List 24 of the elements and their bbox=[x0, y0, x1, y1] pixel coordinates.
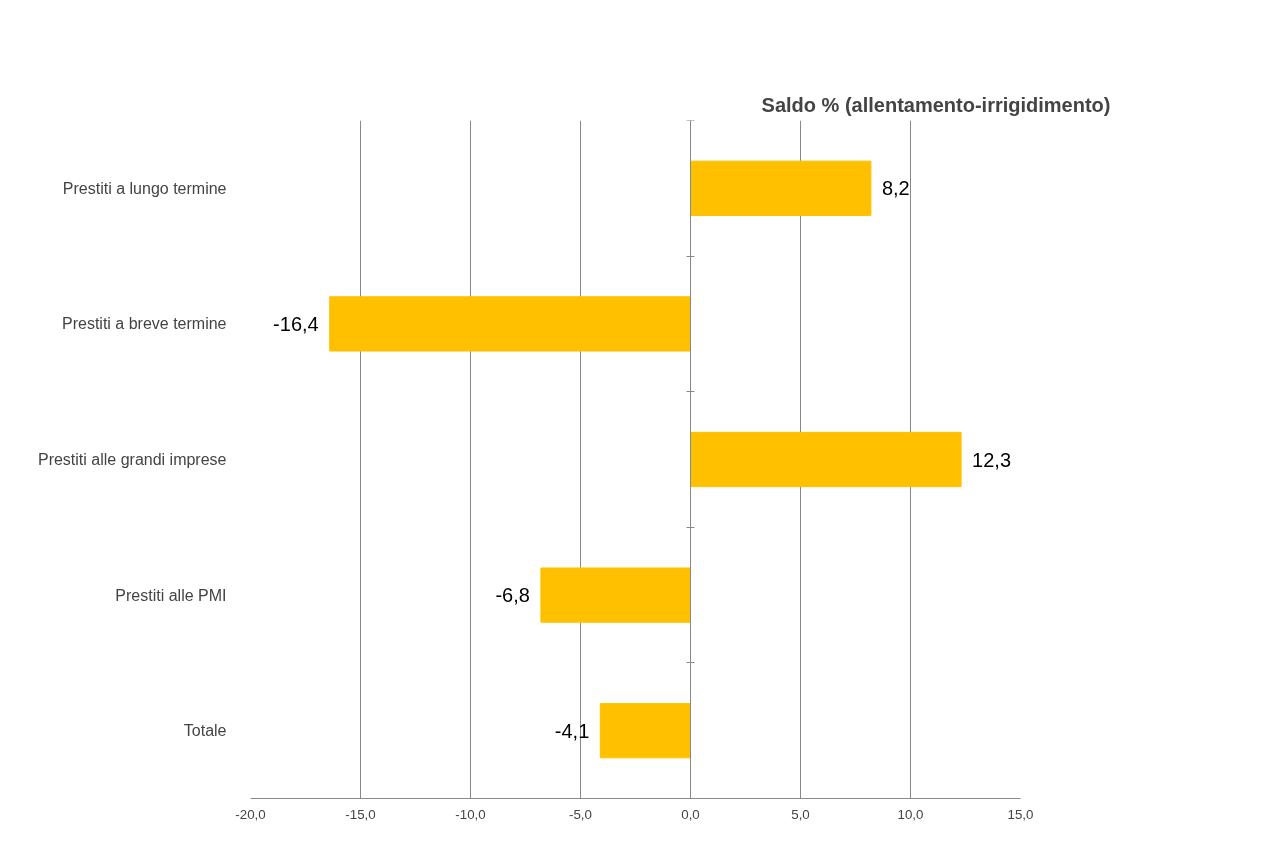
y-tick-label: Prestiti alle PMI bbox=[115, 586, 227, 604]
x-tick-label: 0,0 bbox=[681, 806, 700, 822]
x-tick-label: 15,0 bbox=[1007, 806, 1034, 822]
bar bbox=[690, 431, 962, 488]
x-tick-label: -5,0 bbox=[569, 806, 592, 822]
bar bbox=[599, 703, 691, 759]
data-label: -4,1 bbox=[554, 719, 590, 742]
bar bbox=[690, 160, 872, 216]
chart-title: Saldo % (allentamento-irrigidimento) bbox=[761, 93, 1111, 116]
x-tick-label: 10,0 bbox=[897, 806, 924, 822]
x-tick-label: -15,0 bbox=[345, 806, 376, 822]
bar bbox=[540, 567, 691, 623]
data-label: -16,4 bbox=[273, 312, 319, 335]
y-tick-label: Prestiti a lungo termine bbox=[62, 179, 227, 197]
data-label: 8,2 bbox=[881, 177, 910, 200]
y-tick-label: Prestiti alle grandi imprese bbox=[37, 451, 227, 468]
data-label: 12,3 bbox=[972, 448, 1012, 471]
x-tick-label: -20,0 bbox=[235, 806, 266, 822]
x-tick-label: -10,0 bbox=[455, 806, 486, 822]
y-tick-label: Prestiti a breve termine bbox=[61, 315, 227, 333]
x-tick-label: 5,0 bbox=[791, 806, 810, 822]
data-label: -6,8 bbox=[495, 584, 530, 607]
bar bbox=[329, 296, 691, 352]
y-tick-label: Totale bbox=[183, 722, 227, 740]
